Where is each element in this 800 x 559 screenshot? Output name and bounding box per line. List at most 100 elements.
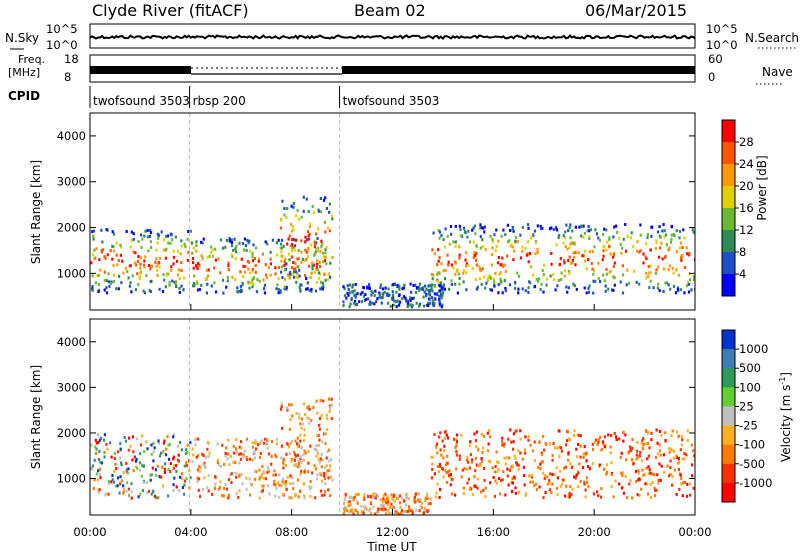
data-cell (196, 480, 199, 483)
data-cell (110, 455, 113, 459)
data-cell (296, 208, 299, 212)
data-cell (292, 487, 295, 491)
data-cell (147, 489, 151, 493)
data-cell (225, 285, 228, 289)
data-cell (450, 492, 453, 496)
data-cell (309, 276, 312, 279)
data-cell (629, 236, 632, 240)
data-cell (172, 249, 175, 253)
data-cell (162, 450, 165, 454)
data-cell (463, 226, 466, 230)
data-cell (130, 239, 133, 242)
data-cell (632, 245, 635, 249)
data-cell (527, 223, 530, 227)
data-cell (131, 435, 135, 439)
data-cell (149, 279, 152, 283)
data-cell (348, 500, 351, 504)
data-cell (423, 508, 426, 512)
data-cell (659, 235, 662, 239)
data-cell (596, 443, 599, 447)
data-cell (109, 282, 112, 286)
data-cell (653, 486, 656, 490)
data-cell (444, 469, 447, 472)
data-cell (422, 295, 425, 299)
data-cell (680, 258, 683, 262)
data-cell (285, 452, 288, 456)
data-cell (298, 465, 301, 469)
data-cell (427, 292, 431, 296)
data-cell (621, 246, 624, 250)
data-cell (236, 290, 239, 294)
data-cell (108, 284, 111, 288)
data-cell (232, 451, 235, 455)
data-cell (187, 230, 190, 233)
data-cell (205, 291, 208, 295)
data-cell (168, 280, 171, 284)
data-cell (612, 264, 615, 268)
data-cell (263, 291, 267, 295)
data-cell (119, 447, 122, 451)
data-cell (683, 266, 687, 269)
data-cell (124, 439, 128, 443)
data-cell (369, 511, 372, 515)
data-cell (142, 464, 145, 468)
data-cell (514, 429, 517, 433)
data-cell (303, 496, 306, 500)
data-cell (447, 260, 450, 264)
data-cell (254, 270, 257, 274)
data-cell (356, 292, 359, 296)
data-cell (325, 413, 329, 417)
data-cell (354, 295, 357, 299)
data-cell (289, 222, 293, 226)
data-cell (291, 225, 294, 229)
data-cell (294, 262, 297, 265)
data-cell (189, 476, 192, 480)
data-cell (186, 258, 189, 262)
data-cell (675, 229, 678, 233)
data-cell (195, 240, 198, 244)
data-cell (296, 465, 299, 469)
data-cell (675, 250, 679, 253)
data-cell (504, 289, 507, 293)
data-cell (308, 225, 311, 229)
data-cell (239, 284, 243, 288)
data-cell (354, 283, 357, 286)
data-cell (395, 290, 398, 294)
data-cell (418, 304, 421, 308)
data-cell (655, 428, 658, 432)
data-cell (328, 459, 331, 463)
data-cell (668, 474, 671, 478)
data-cell (548, 479, 551, 482)
data-cell (251, 269, 254, 273)
data-cell (583, 286, 586, 290)
y-tick-label: 1000 (57, 472, 86, 486)
data-cell (282, 244, 285, 248)
data-cell (497, 467, 500, 471)
data-cell (533, 440, 536, 444)
data-cell (601, 447, 604, 451)
data-cell (241, 283, 244, 287)
data-cell (521, 457, 524, 461)
data-cell (245, 456, 248, 459)
data-cell (165, 447, 168, 451)
data-cell (191, 251, 194, 255)
data-cell (454, 245, 457, 248)
data-cell (165, 247, 168, 251)
data-cell (306, 406, 309, 410)
data-cell (291, 249, 294, 253)
data-cell (402, 286, 405, 290)
data-cell (535, 277, 538, 281)
data-cell (118, 274, 121, 278)
data-cell (692, 278, 695, 281)
data-cell (180, 239, 183, 243)
data-cell (535, 241, 538, 245)
data-cell (477, 448, 480, 452)
data-cell (139, 443, 143, 447)
data-cell (314, 232, 318, 236)
data-cell (302, 453, 305, 457)
data-cell (172, 255, 176, 259)
data-cell (419, 497, 422, 501)
data-cell (195, 280, 198, 284)
data-cell (254, 477, 257, 481)
